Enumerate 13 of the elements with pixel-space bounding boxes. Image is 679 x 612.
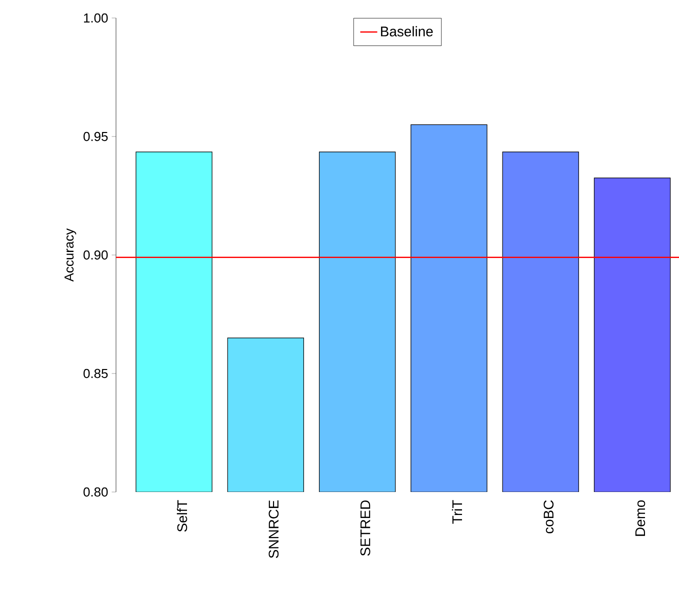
y-tick-label: 0.95 <box>84 132 108 142</box>
legend-label: Baseline <box>381 26 433 36</box>
x-tick-label: SelfT <box>176 500 188 532</box>
x-tick-label: TriT <box>452 500 462 524</box>
y-tick-label: 0.80 <box>84 487 108 497</box>
x-tick-label: SNNRCE <box>268 500 279 558</box>
x-tick-label: coBC <box>544 500 554 534</box>
y-tick-label: 0.90 <box>84 250 108 260</box>
x-tick-label: SETRED <box>360 500 370 556</box>
x-tick-label: Demo <box>635 500 646 536</box>
y-axis-title: Accuracy <box>64 228 76 282</box>
y-tick-label: 0.85 <box>84 368 108 378</box>
y-tick-label: 1.00 <box>84 13 108 23</box>
